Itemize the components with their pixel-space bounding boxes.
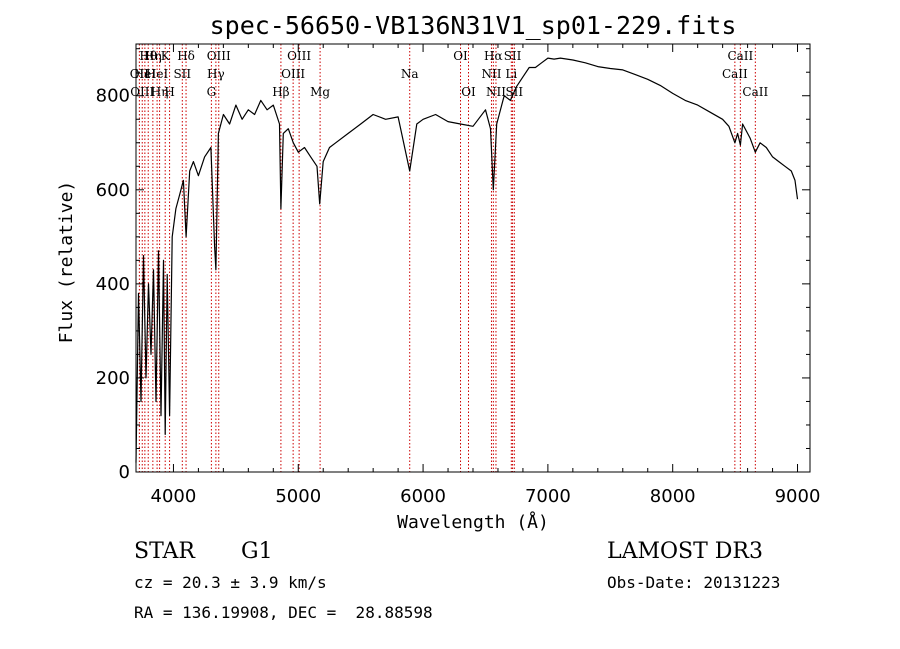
line-marker-label: NII	[486, 85, 506, 99]
line-marker-label: Hθ	[139, 49, 157, 63]
x-axis-label: Wavelength (Å)	[397, 511, 549, 533]
line-marker-label: SII	[504, 49, 522, 63]
x-tick-label: 6000	[400, 486, 446, 507]
redshift-text: cz = 20.3 ± 3.9 km/s	[134, 573, 327, 592]
line-marker-label: NII	[481, 67, 501, 81]
line-marker-label: OIII	[287, 49, 311, 63]
line-marker-label: Hη	[151, 85, 169, 99]
obs-date-text: Obs-Date: 20131223	[607, 573, 781, 592]
y-tick-label: 400	[96, 274, 130, 295]
coordinates-text: RA = 136.19908, DEC = 28.88598	[134, 603, 433, 622]
y-tick-label: 0	[119, 462, 130, 483]
line-marker-label: OI	[453, 49, 468, 63]
x-tick-label: 9000	[775, 486, 821, 507]
line-marker-label: CaII	[742, 85, 768, 99]
object-subclass: G1	[241, 539, 273, 564]
line-marker-label: CaII	[727, 49, 753, 63]
x-tick-label: 5000	[275, 486, 321, 507]
line-marker-label: HeI	[146, 67, 169, 81]
line-marker-label: OII	[130, 67, 150, 81]
line-marker-label: H	[164, 85, 174, 99]
line-marker-label: Li	[505, 67, 517, 81]
line-marker-label: Hη	[144, 49, 162, 63]
chart-title: spec-56650-VB136N31V1_sp01-229.fits	[210, 11, 737, 40]
x-tick-label: 8000	[650, 486, 696, 507]
x-tick-label: 4000	[151, 486, 197, 507]
object-class: STAR	[134, 539, 195, 564]
line-marker-label: Mg	[310, 85, 330, 99]
line-marker-label: SII	[173, 67, 191, 81]
y-axis-ticks: 0 200 400 600 800	[96, 48, 810, 483]
y-tick-label: 600	[96, 180, 130, 201]
y-axis-label: Flux (relative)	[56, 181, 77, 344]
spectrum-series-line	[135, 57, 799, 463]
line-marker-label: Hδ	[177, 49, 195, 63]
x-axis-ticks: 4000 5000 6000 7000 8000 9000	[151, 44, 821, 507]
line-marker-label: HeI	[134, 67, 157, 81]
y-tick-label: 200	[96, 368, 130, 389]
survey-name: LAMOST DR3	[607, 539, 763, 564]
line-marker-label: G	[207, 85, 217, 99]
line-marker-label: Na	[401, 67, 419, 81]
x-tick-label: 7000	[525, 486, 571, 507]
line-marker-labels: OIIOIIIHeIHθHηHeIHηKHSIIHδGHγOIIIHβOIIIO…	[130, 49, 769, 99]
line-markers	[138, 44, 756, 472]
line-marker-label: OI	[461, 85, 476, 99]
line-marker-label: OIII	[281, 67, 305, 81]
line-marker-label: OIII	[207, 49, 231, 63]
line-marker-label: Hα	[484, 49, 503, 63]
y-tick-label: 800	[96, 86, 130, 107]
line-marker-label: CaII	[722, 67, 748, 81]
line-marker-label: Hγ	[207, 67, 225, 81]
line-marker-label: Hβ	[272, 85, 289, 99]
line-marker-label: K	[161, 49, 171, 63]
